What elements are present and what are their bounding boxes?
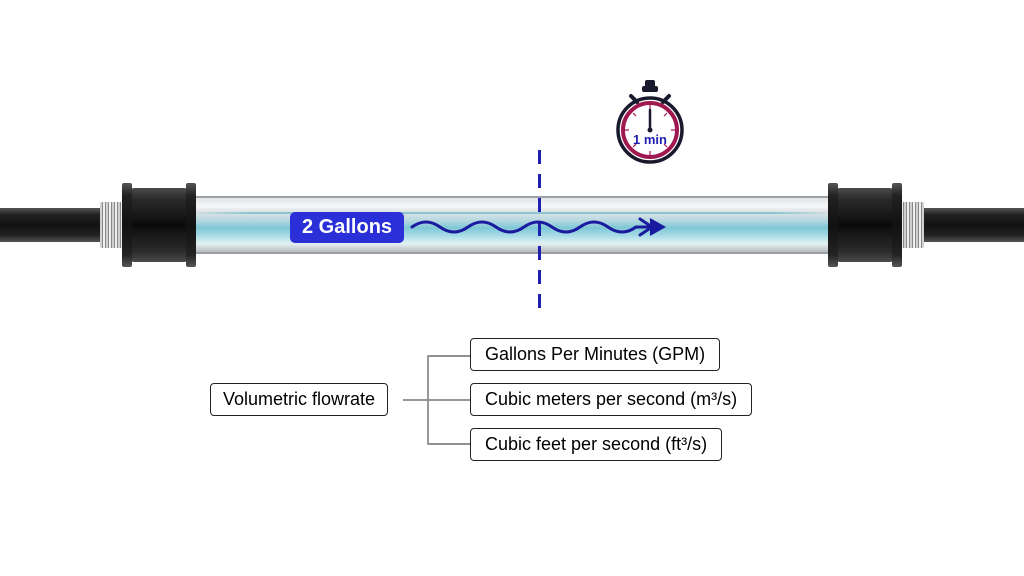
pipe-outer-right [919, 208, 1024, 242]
diagram-canvas: 1 min 2 Gallons Volumetric flowrate Gall… [0, 0, 1024, 576]
units-item-ft3s: Cubic feet per second (ft³/s) [470, 428, 722, 461]
units-item-m3s: Cubic meters per second (m³/s) [470, 383, 752, 416]
units-item-gpm: Gallons Per Minutes (GPM) [470, 338, 720, 371]
water-surface-line [188, 212, 836, 214]
pipe-coupling-right [836, 188, 894, 262]
stopwatch-icon: 1 min [615, 80, 685, 170]
stopwatch-label: 1 min [633, 132, 667, 147]
pipe-outer-left [0, 208, 105, 242]
flow-direction-arrow [410, 215, 670, 239]
units-bracket [403, 350, 470, 450]
units-main-label: Volumetric flowrate [210, 383, 388, 416]
pipe-coupling-left [130, 188, 188, 262]
flow-volume-badge: 2 Gallons [290, 212, 404, 243]
